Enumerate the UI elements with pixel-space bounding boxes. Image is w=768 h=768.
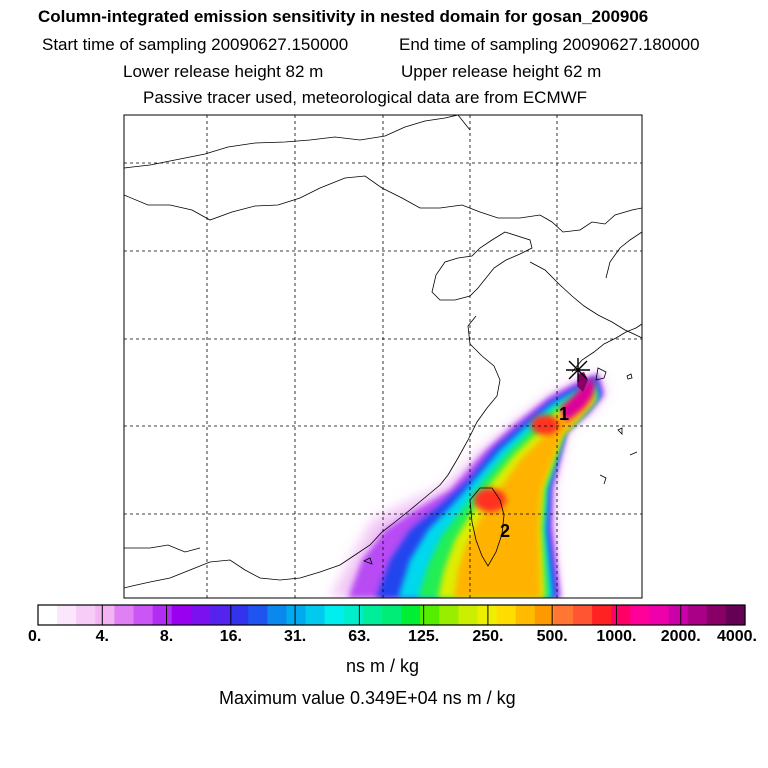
colorbar-swatch <box>229 605 249 625</box>
colorbar-swatch <box>324 605 345 625</box>
plume-layer-orange <box>454 392 593 598</box>
colorbar-swatch <box>687 605 708 625</box>
colorbar-swatch <box>171 605 192 625</box>
sensitivity-plume <box>330 372 606 598</box>
colorbar-swatch <box>362 605 383 625</box>
colorbar-swatch <box>649 605 670 625</box>
map-frame <box>123 114 643 599</box>
colorbar-tick-label: 63. <box>348 628 371 645</box>
upper-release-label: Upper release height 62 m <box>401 62 602 81</box>
maximum-value-label: Maximum value 0.349E+04 ns m / kg <box>219 688 516 708</box>
colorbar-tick-label: 125. <box>408 628 440 645</box>
colorbar-swatch <box>190 605 211 625</box>
lower-release-label: Lower release height 82 m <box>123 62 324 81</box>
colorbar-swatch <box>152 605 173 625</box>
colorbar-tick-label: 31. <box>283 628 307 645</box>
colorbar-swatch <box>381 605 402 625</box>
colorbar-tick-label: 2000. <box>660 628 701 645</box>
colorbar-swatch <box>95 605 116 625</box>
colorbar-swatch <box>133 605 154 625</box>
marker-2-label: 2 <box>500 521 510 541</box>
plume-core-magenta <box>560 378 596 422</box>
colorbar-tick-label: 1000. <box>596 628 637 645</box>
colorbar-swatch <box>515 605 536 625</box>
end-time-label: End time of sampling 20090627.180000 <box>399 35 700 54</box>
colorbar-swatch <box>534 605 555 625</box>
colorbar-swatch <box>630 605 651 625</box>
colorbar-swatch <box>401 605 421 625</box>
plume-hotspot-lower <box>474 488 506 512</box>
colorbar-swatch <box>57 605 77 625</box>
colorbar-swatch <box>305 605 326 625</box>
colorbar-swatch <box>553 605 574 625</box>
colorbar-swatch <box>573 605 593 625</box>
colorbar-swatch <box>420 605 440 625</box>
colorbar-swatch <box>76 605 96 625</box>
colorbar-swatch <box>114 605 135 625</box>
colorbar-swatch <box>706 605 727 625</box>
colorbar-tick-label: 0. <box>28 628 42 645</box>
colorbar-swatch <box>439 605 459 625</box>
colorbar-tick-label: 4. <box>95 628 109 645</box>
colorbar-swatch <box>267 605 288 625</box>
colorbar-swatch <box>343 605 364 625</box>
colorbar-swatch <box>668 605 689 625</box>
colorbar-swatch <box>725 605 746 625</box>
colorbar-swatch <box>496 605 517 625</box>
start-time-label: Start time of sampling 20090627.150000 <box>42 35 349 54</box>
colorbar-unit-label: ns m / kg <box>346 656 420 676</box>
colorbar-tick-label: 250. <box>472 628 504 645</box>
map-area: 1 2 <box>124 115 642 598</box>
colorbar-swatch <box>38 605 58 625</box>
colorbar-tick-label: 4000. <box>716 628 757 645</box>
plume-hotspot-mid <box>531 415 559 435</box>
colorbar-swatch <box>477 605 498 625</box>
colorbar-tick-label: 8. <box>159 628 174 645</box>
coastlines <box>124 115 642 589</box>
colorbar-swatch <box>458 605 479 625</box>
colorbar-swatch <box>286 605 307 625</box>
colorbar-swatch <box>209 605 230 625</box>
chart-title: Column-integrated emission sensitivity i… <box>38 7 649 26</box>
colorbar-swatch <box>592 605 612 625</box>
colorbar-frame <box>37 604 746 626</box>
asterisk-star-icon <box>566 358 590 382</box>
colorbar-swatch <box>248 605 268 625</box>
colorbar-tick-label: 16. <box>219 628 242 645</box>
colorbar <box>38 605 746 625</box>
graticule <box>124 115 642 598</box>
marker-1-label: 1 <box>559 404 569 424</box>
colorbar-swatch <box>611 605 631 625</box>
tracer-info-label: Passive tracer used, meteorological data… <box>143 88 588 107</box>
colorbar-tick-label: 500. <box>536 628 568 645</box>
